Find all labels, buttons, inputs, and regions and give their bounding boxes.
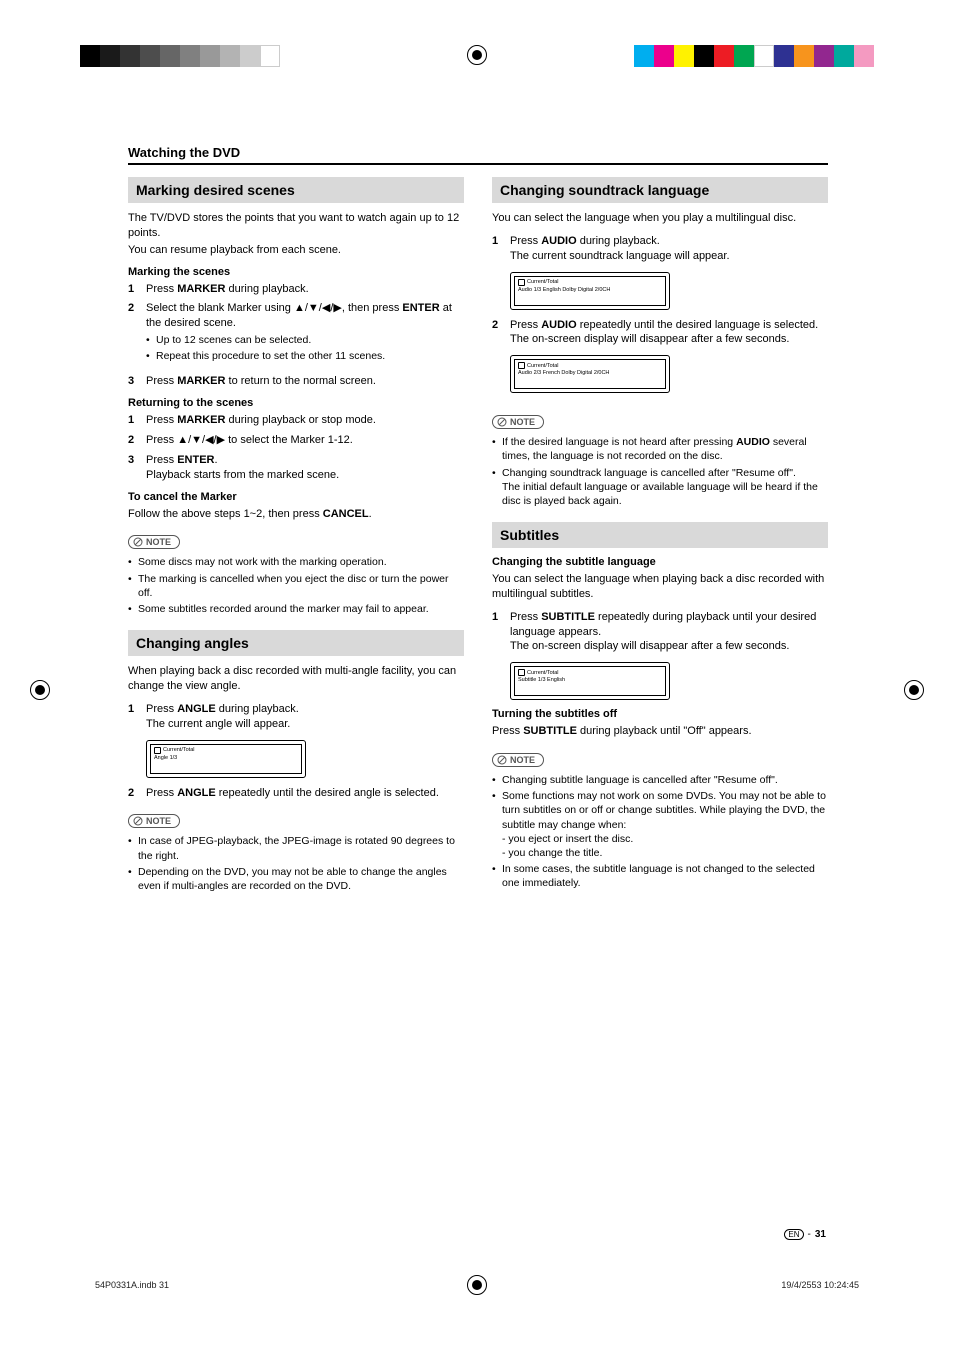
osd-audio2-label: Current/Total [527, 363, 559, 369]
note-item: Depending on the DVD, you may not be abl… [128, 865, 464, 893]
audio-osd-icon [518, 279, 525, 286]
note-item: Some discs may not work with the marking… [128, 555, 464, 569]
left-column: Marking desired scenes The TV/DVD stores… [128, 177, 464, 899]
print-registration-top [0, 45, 954, 69]
step-item: 2Select the blank Marker using ▲/▼/◀/▶, … [128, 301, 464, 369]
center-registration-icon [467, 45, 487, 65]
audio-osd-icon [518, 362, 525, 369]
note-item: The marking is cancelled when you eject … [128, 572, 464, 600]
page-content: Watching the DVD Marking desired scenes … [128, 145, 828, 899]
step-item: 1Press AUDIO during playback.The current… [492, 234, 828, 264]
note-badge: NOTE [128, 814, 180, 828]
heading-changing-angles: Changing angles [128, 630, 464, 656]
note-icon [133, 537, 143, 547]
rainbow-swatches [634, 45, 874, 67]
step-item: 3Press MARKER to return to the normal sc… [128, 374, 464, 389]
osd-subtitle-row: Subtitle 1/3 English [518, 677, 662, 683]
two-column-layout: Marking desired scenes The TV/DVD stores… [128, 177, 828, 899]
footer-file: 54P0331A.indb 31 [95, 1280, 169, 1290]
osd-subtitle-display: Current/Total Subtitle 1/3 English [510, 662, 670, 700]
note-list-angles: In case of JPEG-playback, the JPEG-image… [128, 834, 464, 893]
marking-intro-2: You can resume playback from each scene. [128, 243, 464, 258]
subtitle-steps-list: 1Press SUBTITLE repeatedly during playba… [492, 610, 828, 655]
subheading-subtitles-off: Turning the subtitles off [492, 708, 828, 720]
step-item: 3Press ENTER.Playback starts from the ma… [128, 453, 464, 483]
subheading-cancel: To cancel the Marker [128, 491, 464, 503]
note-label: NOTE [510, 417, 535, 427]
note-list-subtitles: Changing subtitle language is cancelled … [492, 773, 828, 890]
note-icon [497, 755, 507, 765]
right-registration-icon [904, 680, 924, 700]
subtitle-osd-icon [518, 669, 525, 676]
osd-angle-label: Current/Total [163, 747, 195, 753]
note-item: Changing subtitle language is cancelled … [492, 773, 828, 787]
audio-steps-list-1: 1Press AUDIO during playback.The current… [492, 234, 828, 264]
note-item: If the desired language is not heard aft… [492, 435, 828, 463]
note-list-marking: Some discs may not work with the marking… [128, 555, 464, 616]
osd-subtitle-label: Current/Total [527, 670, 559, 676]
marking-intro-1: The TV/DVD stores the points that you wa… [128, 211, 464, 241]
osd-audio1-label: Current/Total [527, 279, 559, 285]
note-badge: NOTE [492, 415, 544, 429]
heading-marking-scenes: Marking desired scenes [128, 177, 464, 203]
angles-steps-list: 1Press ANGLE during playback.The current… [128, 702, 464, 732]
returning-steps-list: 1Press MARKER during playback or stop mo… [128, 413, 464, 482]
page-number: EN - 31 [784, 1229, 826, 1240]
angles-intro: When playing back a disc recorded with m… [128, 664, 464, 694]
marking-steps-list: 1Press MARKER during playback. 2Select th… [128, 282, 464, 390]
note-item: In some cases, the subtitle language is … [492, 862, 828, 890]
step-item: 1Press ANGLE during playback.The current… [128, 702, 464, 732]
note-icon [133, 816, 143, 826]
note-item: Some functions may not work on some DVDs… [492, 789, 828, 860]
angles-steps-list-2: 2Press ANGLE repeatedly until the desire… [128, 786, 464, 801]
osd-audio2-row: Audio 2/3 French Dolby Digital 2/0CH [518, 370, 662, 376]
subheading-change-subtitle: Changing the subtitle language [492, 556, 828, 568]
page-num: 31 [815, 1229, 826, 1240]
language-badge: EN [784, 1229, 803, 1240]
osd-audio-display-2: Current/Total Audio 2/3 French Dolby Dig… [510, 355, 670, 393]
step-item: 1Press SUBTITLE repeatedly during playba… [492, 610, 828, 655]
osd-audio-display-1: Current/Total Audio 1/3 English Dolby Di… [510, 272, 670, 310]
right-column: Changing soundtrack language You can sel… [492, 177, 828, 899]
subtitle-intro: You can select the language when playing… [492, 572, 828, 602]
step-item: 2Press ▲/▼/◀/▶ to select the Marker 1-12… [128, 433, 464, 448]
heading-subtitles: Subtitles [492, 522, 828, 548]
note-list-audio: If the desired language is not heard aft… [492, 435, 828, 508]
section-title: Watching the DVD [128, 145, 828, 165]
angle-osd-icon [154, 747, 161, 754]
page-sep: - [808, 1229, 811, 1240]
subheading-returning: Returning to the scenes [128, 397, 464, 409]
cancel-text: Follow the above steps 1~2, then press C… [128, 507, 464, 522]
step-item: 1Press MARKER during playback. [128, 282, 464, 297]
note-label: NOTE [146, 816, 171, 826]
note-label: NOTE [146, 537, 171, 547]
audio-steps-list-2: 2Press AUDIO repeatedly until the desire… [492, 318, 828, 348]
note-label: NOTE [510, 755, 535, 765]
step-item: 2Press ANGLE repeatedly until the desire… [128, 786, 464, 801]
footer-timestamp: 19/4/2553 10:24:45 [781, 1280, 859, 1290]
step-item: 1Press MARKER during playback or stop mo… [128, 413, 464, 428]
note-badge: NOTE [492, 753, 544, 767]
osd-audio1-row: Audio 1/3 English Dolby Digital 2/0CH [518, 287, 662, 293]
note-icon [497, 417, 507, 427]
heading-soundtrack: Changing soundtrack language [492, 177, 828, 203]
note-badge: NOTE [128, 535, 180, 549]
bottom-registration-icon [467, 1275, 487, 1295]
note-item: In case of JPEG-playback, the JPEG-image… [128, 834, 464, 862]
note-item: Some subtitles recorded around the marke… [128, 602, 464, 616]
subtitles-off-text: Press SUBTITLE during playback until "Of… [492, 724, 828, 739]
note-item: Changing soundtrack language is cancelle… [492, 466, 828, 509]
step-item: 2Press AUDIO repeatedly until the desire… [492, 318, 828, 348]
soundtrack-intro: You can select the language when you pla… [492, 211, 828, 226]
subheading-marking: Marking the scenes [128, 266, 464, 278]
osd-angle-row: Angle 1/3 [154, 755, 298, 761]
osd-angle-display: Current/Total Angle 1/3 [146, 740, 306, 778]
left-registration-icon [30, 680, 50, 700]
greyscale-swatches [80, 45, 280, 67]
